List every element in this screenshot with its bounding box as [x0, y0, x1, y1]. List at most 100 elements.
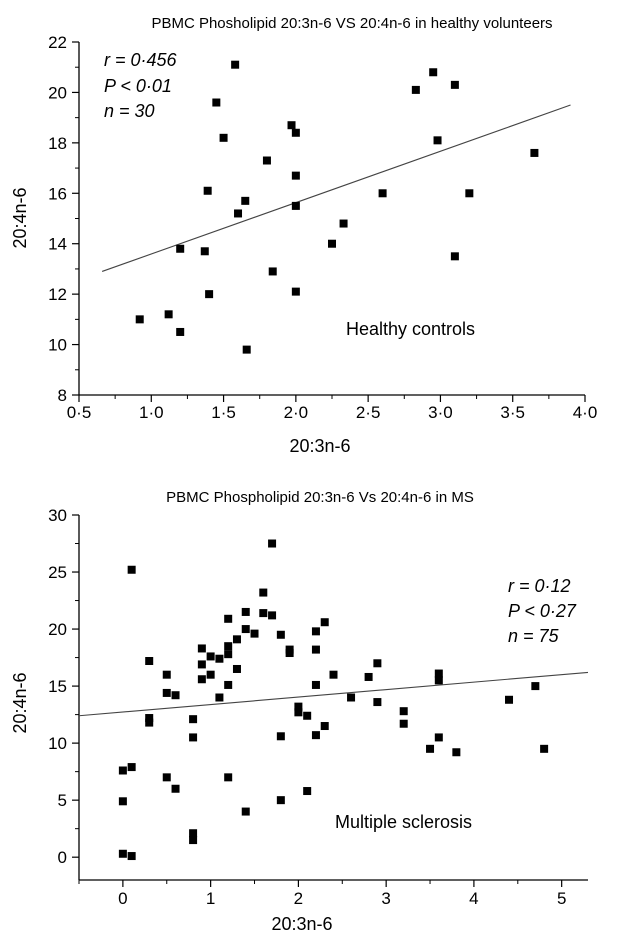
- y-tick-label: 5: [58, 791, 67, 810]
- group-annotation: Healthy controls: [346, 319, 475, 339]
- data-point: [205, 290, 214, 299]
- data-point: [434, 733, 443, 742]
- stat-n: n = 30: [104, 101, 155, 121]
- x-tick-label: 1·0: [139, 403, 164, 422]
- data-point: [287, 121, 296, 130]
- x-tick-label: 1·5: [211, 403, 236, 422]
- chart-multiple-sclerosis: PBMC Phospholipid 20:3n-6 Vs 20:4n-6 in …: [10, 489, 589, 934]
- data-point: [189, 829, 198, 838]
- data-point: [540, 744, 549, 753]
- data-point: [531, 682, 540, 691]
- data-point: [200, 247, 209, 256]
- data-point: [530, 148, 539, 157]
- data-point: [197, 675, 206, 684]
- y-tick-label: 20: [48, 83, 67, 102]
- chart-title: PBMC Phospholipid 20:3n-6 Vs 20:4n-6 in …: [166, 489, 474, 506]
- data-point: [145, 657, 154, 665]
- data-point: [450, 252, 459, 261]
- data-point: [259, 609, 268, 618]
- data-point: [378, 189, 387, 198]
- data-point: [311, 680, 320, 689]
- data-point: [433, 136, 442, 145]
- data-point: [224, 642, 233, 651]
- data-point: [505, 695, 514, 704]
- data-point: [399, 719, 408, 728]
- x-tick-label: 2·5: [356, 403, 381, 422]
- data-point: [329, 670, 338, 679]
- group-annotation: Multiple sclerosis: [335, 812, 472, 832]
- data-point: [241, 607, 250, 616]
- data-point: [347, 693, 356, 702]
- data-point: [215, 693, 224, 702]
- data-point: [373, 659, 382, 668]
- data-point: [250, 629, 259, 638]
- stat-r: r = 0·12: [508, 576, 571, 596]
- data-point: [127, 852, 136, 861]
- data-point: [320, 618, 329, 627]
- x-tick-label: 4: [469, 889, 478, 908]
- data-point: [197, 660, 206, 669]
- data-point: [276, 796, 285, 805]
- data-point: [259, 588, 268, 597]
- regression-line: [78, 671, 589, 717]
- data-point: [434, 669, 443, 678]
- data-point: [176, 327, 185, 336]
- data-point: [294, 708, 303, 717]
- data-point: [118, 849, 127, 858]
- y-tick-label: 10: [48, 336, 67, 355]
- data-point: [206, 670, 215, 679]
- data-point: [241, 625, 250, 634]
- data-point: [145, 714, 154, 723]
- data-point: [426, 744, 435, 753]
- stat-p: P < 0·27: [508, 601, 577, 621]
- data-point: [203, 186, 212, 195]
- data-point: [234, 209, 243, 218]
- stat-n: n = 75: [508, 626, 560, 646]
- data-point: [242, 345, 251, 354]
- chart-healthy-controls: PBMC Phosholipid 20:3n-6 VS 20:4n-6 in h…: [10, 15, 597, 456]
- data-point: [434, 676, 443, 685]
- data-point: [268, 539, 277, 548]
- data-point: [241, 807, 250, 816]
- y-tick-label: 15: [48, 677, 67, 696]
- data-point: [276, 732, 285, 741]
- x-tick-label: 2: [294, 889, 303, 908]
- data-point: [176, 244, 185, 253]
- x-tick-label: 3·0: [428, 403, 453, 422]
- y-tick-label: 10: [48, 734, 67, 753]
- data-point: [291, 128, 300, 137]
- data-point: [162, 670, 171, 679]
- data-point: [197, 644, 206, 653]
- data-point: [268, 611, 277, 620]
- data-point: [291, 201, 300, 210]
- data-point: [231, 60, 240, 69]
- data-point: [303, 711, 312, 720]
- y-tick-label: 20: [48, 620, 67, 639]
- y-tick-label: 22: [48, 33, 67, 52]
- x-tick-label: 4·0: [573, 403, 598, 422]
- data-point: [127, 565, 136, 574]
- x-tick-label: 3·5: [500, 403, 525, 422]
- data-point: [189, 733, 198, 742]
- x-tick-label: 0: [118, 889, 127, 908]
- data-point: [429, 68, 438, 77]
- data-point: [127, 763, 136, 772]
- data-point: [285, 649, 294, 658]
- x-axis-label: 20:3n-6: [271, 914, 332, 934]
- y-tick-label: 8: [58, 386, 67, 405]
- data-point: [224, 773, 233, 782]
- stat-r: r = 0·456: [104, 50, 178, 70]
- data-point: [118, 766, 127, 775]
- y-tick-label: 12: [48, 285, 67, 304]
- data-point: [311, 731, 320, 740]
- data-point: [215, 654, 224, 663]
- stat-p: P < 0·01: [104, 76, 172, 96]
- x-tick-label: 3: [381, 889, 390, 908]
- y-tick-label: 16: [48, 184, 67, 203]
- data-point: [206, 652, 215, 661]
- x-axis-label: 20:3n-6: [289, 436, 350, 456]
- data-point: [224, 680, 233, 689]
- data-point: [118, 797, 127, 806]
